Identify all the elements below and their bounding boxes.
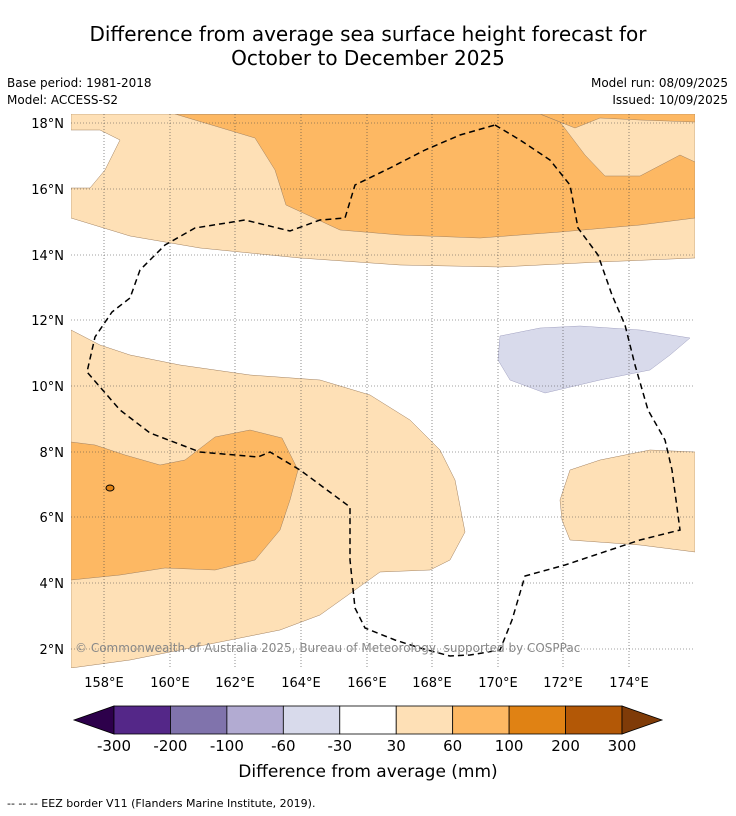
colorbar-arrow-high bbox=[621, 705, 664, 735]
lat-label: 4°N bbox=[40, 577, 65, 592]
colorbar-tick-label: -300 bbox=[96, 737, 132, 755]
lat-label: 16°N bbox=[31, 183, 64, 198]
colorbar-bin bbox=[282, 705, 341, 735]
contour-north-mid bbox=[174, 114, 695, 239]
lon-label: 162°E bbox=[215, 676, 255, 691]
contour-central-mid bbox=[71, 429, 299, 581]
lat-label: 6°N bbox=[40, 511, 65, 526]
colorbar-bin bbox=[508, 705, 566, 735]
latitude-labels: 18°N 16°N 14°N 12°N 10°N 8°N 6°N 4°N 2°N bbox=[31, 117, 64, 658]
map-contours bbox=[71, 114, 695, 668]
colorbar-tick-label: 30 bbox=[386, 737, 406, 755]
title-line-1: Difference from average sea surface heig… bbox=[89, 22, 647, 46]
issued-date: Issued: 10/09/2025 bbox=[612, 93, 728, 107]
colorbar-bin bbox=[339, 705, 397, 735]
lat-label: 8°N bbox=[40, 446, 65, 461]
lat-label: 14°N bbox=[31, 249, 64, 264]
eez-border bbox=[86, 124, 681, 657]
copyright-notice: © Commonwealth of Australia 2025, Bureau… bbox=[75, 641, 581, 655]
base-period: Base period: 1981-2018 bbox=[7, 76, 152, 90]
colorbar-bin bbox=[226, 705, 284, 735]
colorbar-arrow-low bbox=[72, 705, 115, 735]
lat-label: 18°N bbox=[31, 117, 64, 132]
colorbar-tick-label: 300 bbox=[607, 737, 637, 755]
gridlines bbox=[71, 114, 695, 668]
lon-label: 172°E bbox=[543, 676, 583, 691]
meta-right: Model run: 08/09/2025 Issued: 10/09/2025 bbox=[591, 75, 728, 109]
colorbar-tick-label: -200 bbox=[153, 737, 188, 755]
colorbar-bin bbox=[565, 705, 623, 735]
lon-label: 174°E bbox=[609, 676, 649, 691]
title-line-2: October to December 2025 bbox=[231, 46, 505, 70]
colorbar-title: Difference from average (mm) bbox=[238, 762, 498, 782]
map-title: Difference from average sea surface heig… bbox=[0, 22, 736, 70]
contour-spot bbox=[105, 484, 115, 492]
lat-label: 2°N bbox=[40, 643, 65, 658]
colorbar-tick-label: -100 bbox=[209, 737, 244, 755]
model-name: Model: ACCESS-S2 bbox=[7, 93, 119, 107]
lon-label: 160°E bbox=[150, 676, 190, 691]
lon-label: 158°E bbox=[84, 676, 124, 691]
lon-label: 164°E bbox=[281, 676, 321, 691]
eez-footnote: -- -- -- EEZ border V11 (Flanders Marine… bbox=[7, 797, 316, 810]
colorbar-tick-label: -60 bbox=[271, 737, 296, 755]
meta-left: Base period: 1981-2018 Model: ACCESS-S2 bbox=[7, 75, 152, 109]
colorbar-bin bbox=[170, 705, 228, 735]
colorbar-tick-label: 60 bbox=[443, 737, 463, 755]
colorbar-bin bbox=[395, 705, 454, 735]
lon-label: 168°E bbox=[412, 676, 452, 691]
colorbar-tick-label: 200 bbox=[551, 737, 580, 755]
contour-negative bbox=[497, 325, 691, 394]
lon-label: 170°E bbox=[478, 676, 518, 691]
lon-label: 166°E bbox=[347, 676, 387, 691]
colorbar bbox=[72, 705, 664, 735]
model-run: Model run: 08/09/2025 bbox=[590, 76, 728, 90]
colorbar-tick-label: -30 bbox=[327, 737, 353, 755]
lat-label: 10°N bbox=[31, 380, 64, 395]
lat-label: 12°N bbox=[31, 314, 64, 329]
colorbar-tick-label: 100 bbox=[494, 737, 524, 755]
colorbar-bin bbox=[452, 705, 510, 735]
colorbar-bin bbox=[113, 705, 171, 735]
longitude-labels: 158°E 160°E 162°E 164°E 166°E 168°E 170°E 172°E… bbox=[84, 676, 649, 691]
contour-east-light bbox=[559, 449, 695, 553]
